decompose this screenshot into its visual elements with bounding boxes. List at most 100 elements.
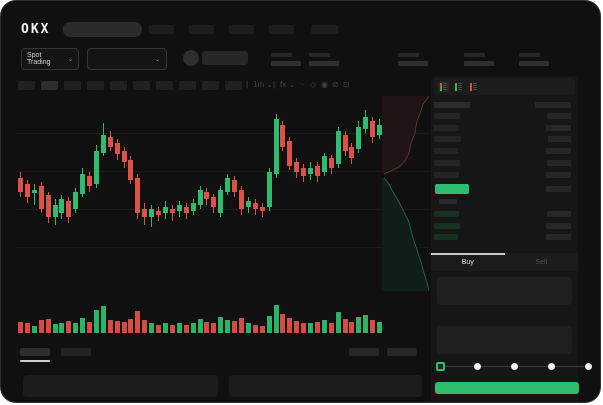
volume-bar (349, 321, 355, 333)
avatar[interactable] (183, 50, 199, 66)
ticker-stat (309, 53, 339, 66)
orderbook-amount-skeleton (548, 136, 571, 143)
candle-body (342, 135, 348, 151)
volume-bar (308, 323, 314, 333)
spot-trading-label: Spot Trading (27, 52, 51, 66)
timeframe-button[interactable] (133, 81, 150, 90)
slider-step-dot[interactable] (474, 363, 481, 370)
candle-body (197, 189, 203, 206)
search-input[interactable] (63, 22, 142, 37)
orders-tab-2[interactable] (61, 348, 91, 356)
combined-book-icon[interactable] (438, 81, 449, 92)
asks-only-icon[interactable] (468, 81, 479, 92)
slider-step-dot[interactable] (511, 363, 518, 370)
candle-body (100, 135, 106, 153)
orderbook-amount-skeleton (547, 159, 571, 166)
nav-item-4[interactable] (269, 25, 294, 34)
timeframe-button[interactable] (225, 81, 242, 90)
trade-tabs: Buy Sell (431, 253, 578, 271)
orderbook-amount-skeleton (546, 148, 571, 155)
diamond-icon[interactable]: ◇ (310, 80, 317, 89)
candle-body (121, 150, 127, 163)
bids-only-icon[interactable] (453, 81, 464, 92)
volume-bar (66, 321, 72, 333)
timeframe-button[interactable] (87, 81, 104, 90)
divider: | (246, 80, 249, 89)
timeframe-button[interactable] (179, 81, 196, 90)
volume-bar (301, 322, 307, 333)
index-price-skeleton (439, 199, 457, 204)
fullscreen-icon[interactable]: ⊡ (343, 80, 350, 89)
spot-trading-selector[interactable]: Spot Trading ⌄ (21, 48, 79, 70)
orderbook-amount-skeleton (546, 222, 571, 229)
orderbook-price-skeleton (434, 234, 458, 241)
candle-type-selector[interactable]: 1m ⌄ (253, 80, 274, 89)
candle-body (232, 179, 238, 192)
volume-bar (218, 317, 224, 333)
volume-bar (252, 324, 258, 333)
orders-filter-1[interactable] (349, 348, 379, 356)
candle-body (301, 168, 307, 176)
candle-body (142, 209, 148, 217)
volume-bar (169, 325, 175, 333)
nav-item-1[interactable] (149, 25, 174, 34)
gridline (15, 133, 429, 134)
candle-body (211, 197, 217, 208)
orders-tab-active[interactable] (20, 348, 50, 356)
candle-body (321, 156, 327, 173)
volume-bar (45, 319, 51, 333)
candlestick-chart[interactable] (17, 96, 383, 291)
slider-step-dot[interactable] (548, 363, 555, 370)
candle-body (128, 160, 134, 180)
volume-bar (114, 321, 120, 333)
candle-body (335, 131, 341, 165)
wave-icon[interactable]: ~ (300, 80, 305, 89)
candle-body (204, 191, 210, 200)
slider-handle[interactable] (436, 362, 445, 371)
buy-submit-button[interactable] (435, 382, 579, 394)
orderbook-price-skeleton (434, 113, 460, 119)
orderbook-price-skeleton (434, 124, 459, 131)
timeframe-button[interactable] (64, 81, 81, 90)
pair-dropdown[interactable]: ⌄ (87, 48, 167, 70)
tab-buy[interactable]: Buy (431, 253, 505, 271)
indicators-selector[interactable]: fx ⌄ (280, 80, 296, 89)
slider-step-dot[interactable] (585, 363, 592, 370)
candle-body (38, 185, 44, 210)
amount-field[interactable] (437, 326, 572, 354)
volume-bar (93, 309, 99, 333)
camera-icon[interactable]: ◉ (321, 80, 328, 89)
volume-bar (266, 315, 272, 333)
ticker-stat (519, 53, 549, 66)
timeframe-button[interactable] (202, 81, 219, 90)
chevron-down-icon: ⌄ (67, 56, 73, 63)
orderbook-price-skeleton (434, 136, 461, 143)
orderbook-price-skeleton (434, 102, 470, 108)
candle-body (252, 203, 258, 210)
candle-body (59, 199, 65, 213)
volume-bar (31, 325, 37, 333)
orderbook-amount-skeleton (546, 171, 571, 178)
candle-body (218, 189, 224, 213)
orderbook-price-skeleton (434, 222, 460, 229)
timeframe-button[interactable] (41, 81, 58, 90)
account-pill[interactable] (202, 51, 248, 65)
candle-body (18, 177, 23, 192)
orderbook-price-skeleton (434, 171, 459, 178)
candle-body (245, 201, 251, 208)
nav-item-2[interactable] (189, 25, 214, 34)
divider: | (273, 80, 276, 89)
gridline (15, 247, 429, 248)
timeframe-button[interactable] (110, 81, 127, 90)
price-field[interactable] (437, 277, 572, 305)
nav-item-5[interactable] (311, 25, 338, 34)
volume-bar (363, 315, 369, 333)
candle-body (135, 177, 141, 213)
tab-sell[interactable]: Sell (535, 258, 548, 266)
nav-item-3[interactable] (229, 25, 254, 34)
circle-slash-icon[interactable]: ⊘ (332, 80, 339, 89)
timeframe-button[interactable] (18, 81, 35, 90)
timeframe-button[interactable] (156, 81, 173, 90)
orders-filter-2[interactable] (387, 348, 417, 356)
volume-bar (24, 323, 30, 333)
